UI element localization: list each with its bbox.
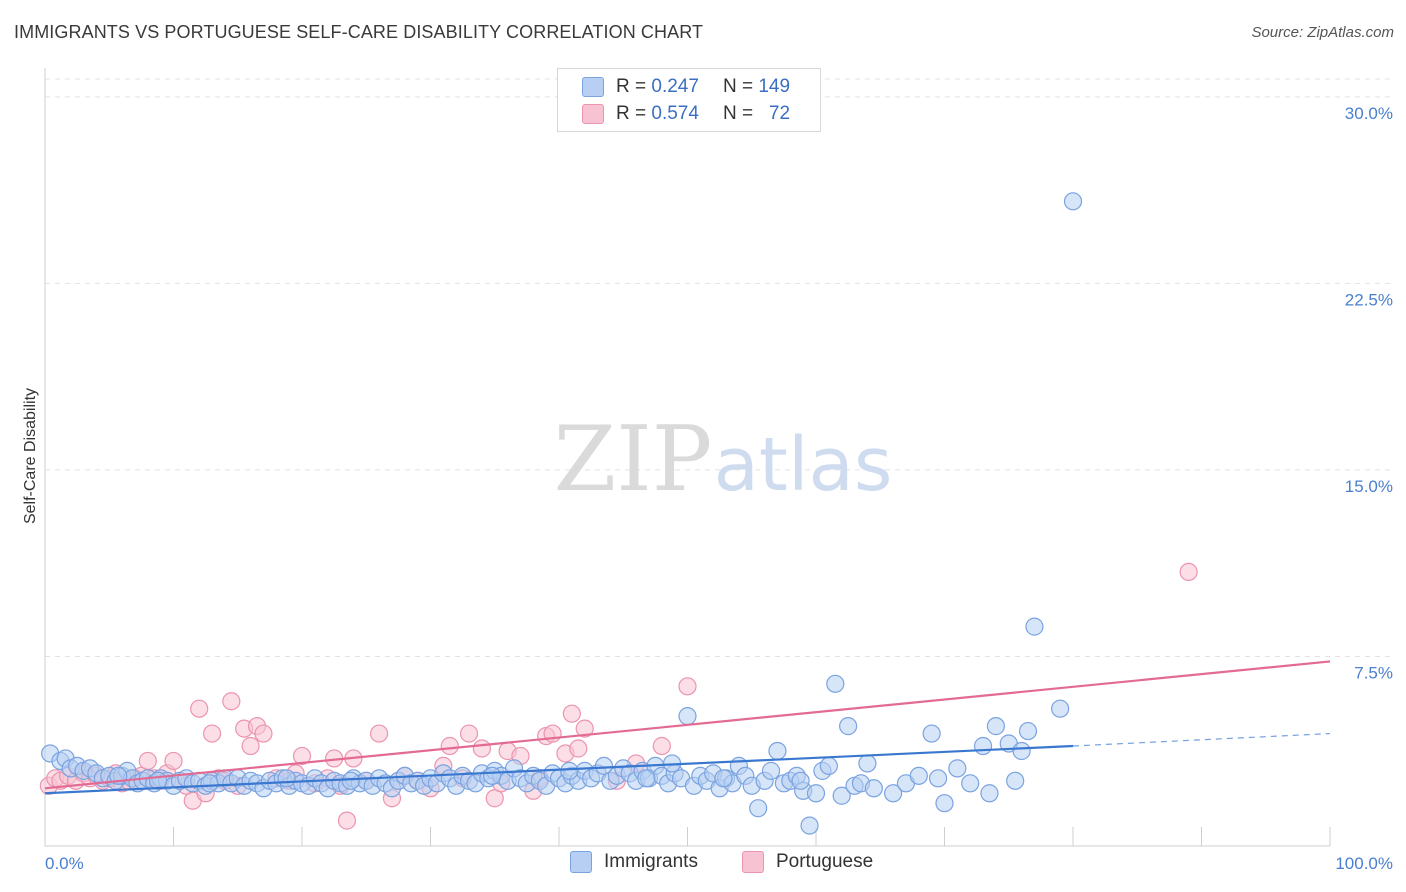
portuguese-point-72: [1179, 562, 1198, 582]
immigrants-point-151: [277, 769, 296, 788]
immigrants-point-144: [1018, 721, 1038, 741]
legend-label-portuguese: Portuguese: [775, 851, 874, 872]
immigrants-point-135: [935, 794, 954, 813]
immigrants-point-139: [980, 784, 999, 803]
immigrants-legend-swatch: [570, 851, 592, 873]
immigrants-point-129: [864, 779, 883, 798]
portuguese-point-15: [138, 751, 157, 771]
watermark-zip: ZIP: [554, 407, 713, 512]
y-tick-labels: 7.5% 15.0% 22.5% 30.0%: [1345, 104, 1393, 683]
portuguese-point-54: [459, 724, 479, 743]
immigrants-point-143: [1012, 741, 1031, 761]
immigrants-point-111: [749, 799, 768, 818]
immigrants-point-142: [1006, 771, 1025, 790]
immigrants-point-124: [832, 786, 851, 805]
portuguese-point-23: [190, 699, 209, 718]
immigrants-point-150: [200, 774, 219, 793]
portuguese-point-71: [678, 677, 697, 696]
immigrants-point-154: [560, 761, 579, 780]
immigrants-trend-extension: [1072, 732, 1331, 747]
r-value: 0.574: [651, 103, 699, 124]
immigrants-point-132: [909, 766, 928, 785]
portuguese-trend-line: [44, 660, 1331, 790]
immigrants-point-125: [839, 717, 858, 736]
x-tick-label-1: 100.0%: [1335, 854, 1393, 873]
portuguese-point-28: [222, 692, 241, 711]
n-value: 149: [758, 76, 791, 97]
immigrants-point-128: [858, 754, 877, 773]
portuguese-point-19: [164, 751, 183, 771]
x-tick-labels: 0.0% 100.0%: [45, 854, 1393, 873]
x-tick-label-0: 0.0%: [45, 854, 84, 873]
immigrants-point-113: [761, 761, 781, 780]
r-label: R =: [616, 103, 647, 124]
immigrants-point-134: [928, 769, 948, 788]
source-label: Source: ZipAtlas.com: [1251, 24, 1394, 41]
immigrants-point-152: [341, 771, 360, 790]
y-tick-label-2: 22.5%: [1345, 290, 1393, 309]
portuguese-point-65: [562, 704, 581, 723]
legend-row-portuguese: R = 0.574 N = 72: [582, 102, 790, 126]
immigrants-point-157: [714, 769, 733, 788]
trend-lines: [44, 660, 1331, 795]
immigrants-point-137: [961, 774, 980, 793]
portuguese-point-70: [652, 736, 671, 756]
y-axis-label: Self-Care Disability: [22, 388, 39, 524]
portuguese-point-45: [370, 724, 389, 743]
r-value: 0.247: [651, 76, 699, 97]
immigrants-point-133: [922, 724, 941, 743]
immigrants-point-119: [800, 816, 819, 835]
legend-item-immigrants: Immigrants: [570, 851, 698, 873]
immigrants-point-158: [791, 771, 810, 790]
immigrants-point-140: [986, 717, 1006, 736]
axes: [44, 68, 1331, 847]
chart-title: IMMIGRANTS VS PORTUGUESE SELF-CARE DISAB…: [14, 22, 704, 42]
immigrants-trend-line: [44, 744, 1074, 795]
legend-label-immigrants: Immigrants: [604, 851, 698, 872]
n-label: N =: [722, 76, 754, 97]
immigrants-point-147: [1063, 192, 1083, 211]
portuguese-legend-swatch: [741, 851, 764, 873]
portuguese-point-52: [440, 736, 459, 756]
series-legend: Immigrants Portuguese: [570, 851, 917, 873]
y-tick-label-0: 7.5%: [1354, 663, 1393, 682]
portuguese-swatch: [582, 104, 604, 124]
portuguese-point-66: [569, 739, 588, 758]
legend-row-immigrants: R = 0.247 N = 149: [582, 75, 790, 99]
immigrants-point-123: [826, 674, 845, 693]
portuguese-point-33: [254, 724, 273, 743]
immigrants-point-138: [973, 736, 993, 756]
watermark-atlas: atlas: [714, 422, 893, 508]
portuguese-point-42: [337, 811, 357, 830]
immigrants-point-100: [678, 707, 697, 726]
immigrants-point-122: [819, 756, 838, 776]
portuguese-point-25: [202, 724, 222, 743]
r-label: R =: [616, 76, 647, 97]
portuguese-point-31: [241, 736, 260, 756]
immigrants-point-114: [768, 741, 787, 761]
correlation-legend: R = 0.247 N = 149 R = 0.574 N = 72: [557, 68, 821, 132]
immigrants-point-120: [806, 784, 826, 803]
immigrants-point-136: [948, 759, 967, 778]
legend-item-portuguese: Portuguese: [741, 851, 874, 873]
y-tick-label-1: 15.0%: [1345, 477, 1393, 496]
portuguese-point-37: [292, 746, 312, 766]
immigrants-point-155: [637, 769, 656, 788]
immigrants-point-146: [1051, 699, 1070, 718]
immigrants-point-153: [483, 766, 502, 785]
y-tick-label-3: 30.0%: [1345, 104, 1393, 123]
n-label: N =: [722, 103, 754, 124]
watermark: ZIP atlas: [554, 407, 893, 512]
portuguese-point-67: [575, 719, 594, 738]
immigrants-swatch: [582, 77, 604, 97]
portuguese-point-55: [472, 739, 491, 758]
immigrants-point-130: [883, 784, 903, 803]
n-value: 72: [768, 103, 791, 124]
immigrants-point-145: [1025, 617, 1044, 636]
